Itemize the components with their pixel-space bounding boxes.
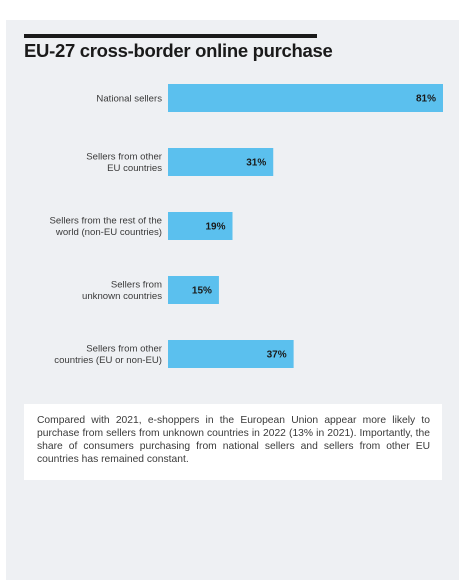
category-label: Sellers from the rest of the world (non-E… bbox=[49, 216, 162, 239]
category-label: National sellers bbox=[96, 93, 162, 104]
bar-value-label: 15% bbox=[192, 286, 212, 297]
bar-0 bbox=[168, 84, 443, 112]
category-label: Sellers from unknown countries bbox=[82, 280, 162, 303]
bar-2 bbox=[168, 212, 233, 240]
bar-value-label: 19% bbox=[205, 222, 225, 233]
bar-value-label: 37% bbox=[267, 350, 287, 361]
category-label: Sellers from other countries (EU or non-E… bbox=[54, 344, 162, 367]
note-box: Compared with 2021, e-shoppers in the Eu… bbox=[24, 404, 442, 480]
title-rule bbox=[24, 34, 317, 38]
bar-value-label: 81% bbox=[416, 94, 436, 105]
bar-1 bbox=[168, 148, 274, 176]
bar-value-label: 31% bbox=[246, 158, 266, 169]
chart-panel bbox=[6, 20, 459, 580]
bar-chart: 81% National sellers 31% Sellers from other… bbox=[49, 84, 443, 368]
note-text: Compared with 2021, e-shoppers in the Eu… bbox=[37, 415, 430, 465]
chart-title: EU-27 cross-border online purchase bbox=[24, 40, 333, 61]
bar-4 bbox=[168, 340, 294, 368]
category-label: Sellers from other EU countries bbox=[86, 152, 163, 175]
bar-3 bbox=[168, 276, 219, 304]
